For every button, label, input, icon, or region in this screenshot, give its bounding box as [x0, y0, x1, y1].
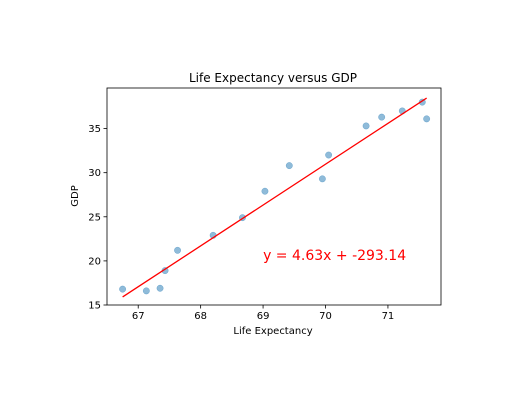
data-point-9: [286, 162, 292, 168]
y-tick-label-30: 30: [88, 168, 101, 179]
x-tick-label-69: 69: [257, 311, 270, 322]
x-axis-label: Life Expectancy: [233, 326, 312, 337]
data-point-3: [157, 285, 163, 291]
x-tick-label-68: 68: [194, 311, 207, 322]
x-tick-label-67: 67: [132, 311, 145, 322]
data-point-13: [378, 114, 384, 120]
chart-title: Life Expectancy versus GDP: [189, 71, 357, 85]
data-point-16: [423, 116, 429, 122]
y-axis-label: GDP: [70, 185, 81, 206]
y-tick-label-15: 15: [88, 301, 101, 312]
data-point-1: [119, 286, 125, 292]
y-tick-label-35: 35: [88, 124, 101, 135]
x-tick-label-71: 71: [382, 311, 395, 322]
data-point-12: [363, 123, 369, 129]
x-tick-label-70: 70: [319, 311, 332, 322]
data-point-8: [262, 188, 268, 194]
data-point-2: [143, 288, 149, 294]
data-point-5: [174, 247, 180, 253]
data-point-11: [325, 152, 331, 158]
regression-equation: y = 4.63x + -293.14: [263, 248, 406, 264]
data-point-10: [319, 176, 325, 182]
y-tick-label-25: 25: [88, 212, 101, 223]
y-tick-label-20: 20: [88, 256, 101, 267]
